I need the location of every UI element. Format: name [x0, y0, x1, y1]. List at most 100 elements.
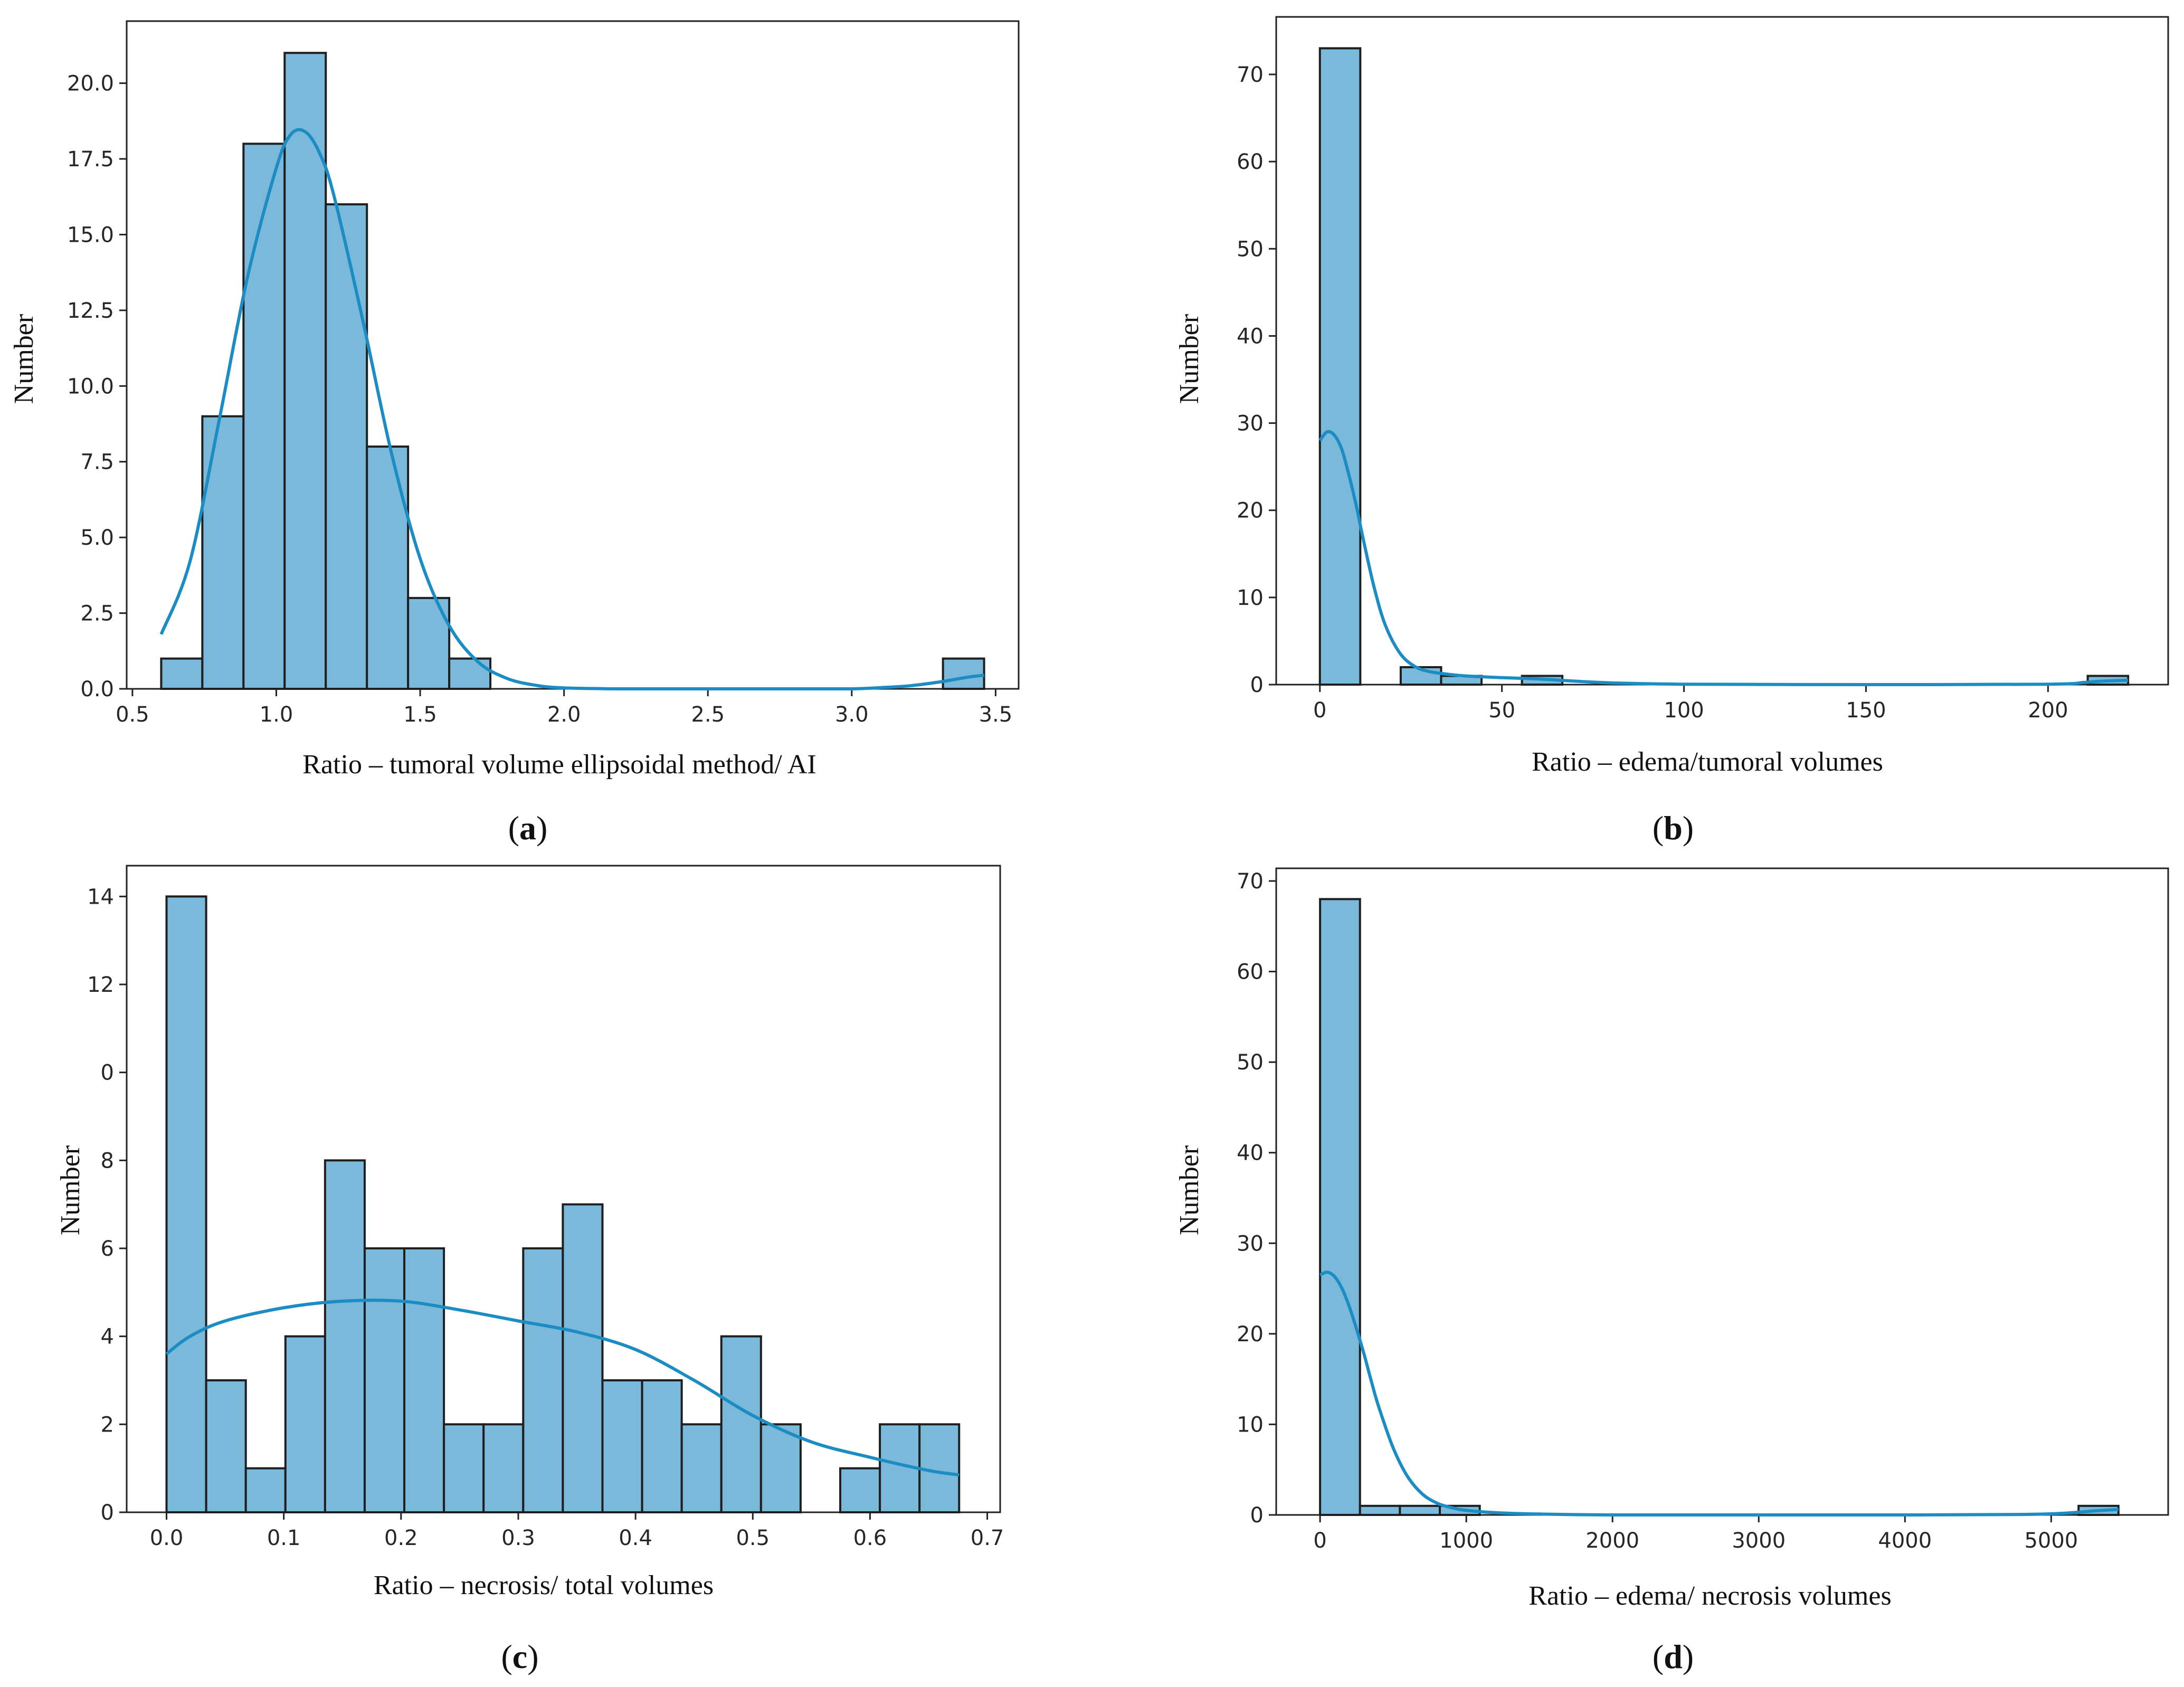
panel-d-ytick-label: 10	[1237, 1413, 1264, 1437]
panel-a-ytick-label: 12.5	[67, 299, 114, 323]
panel-d-xlabel: Ratio – edema/ necrosis volumes	[1528, 1581, 1891, 1611]
panel-d-xtick-label: 2000	[1585, 1529, 1639, 1553]
panel-a: 0.0 2.5 5.0 7.5 10.0 12.5 15.0 17.5 20.0 0.5 1.0 1…	[9, 20, 1020, 847]
panel-d-bar	[1319, 898, 1361, 1516]
panel-c-ytick-label: 0	[101, 1061, 114, 1085]
panel-c-bar	[205, 1379, 247, 1513]
panel-b-kde-curve	[1318, 430, 2129, 687]
panel-b-xtick-label: 50	[1488, 698, 1515, 723]
panel-c-xtick-label: 0.6	[853, 1526, 887, 1550]
panel-a-ylabel: Number	[9, 314, 39, 404]
panel-a-ytick-label: 15.0	[67, 223, 114, 247]
panel-c-xtick-label: 0.1	[267, 1526, 301, 1550]
panel-d-xtick-label: 0	[1313, 1529, 1326, 1553]
panel-d-xtick-label: 3000	[1732, 1529, 1786, 1553]
panel-a-xtick-label: 3.0	[835, 703, 869, 727]
panel-b-ytick-label: 0	[1250, 673, 1264, 697]
panel-c-ytick-label: 14	[87, 885, 114, 909]
panel-c-ytick-label: 2	[101, 1413, 114, 1437]
panel-c-ytick-label: 8	[101, 1149, 114, 1173]
panel-b-ytick-label: 20	[1237, 499, 1264, 523]
panel-a-ytick-label: 0.0	[80, 677, 114, 702]
panel-c-bar	[363, 1247, 406, 1513]
panel-b-ytick-label: 30	[1237, 412, 1264, 436]
panel-c-xlabel: Ratio – necrosis/ total volumes	[374, 1570, 714, 1600]
panel-a-xtick-label: 2.5	[691, 703, 725, 727]
panel-d-ytick-label: 50	[1237, 1050, 1264, 1075]
panel-b-y-ticks: 0 10 20 30 40 50 60 70	[1237, 63, 1276, 697]
panel-c-ytick-label: 12	[87, 973, 114, 997]
panel-a-bar	[283, 52, 327, 690]
panel-a-bar	[201, 415, 245, 690]
panel-b-bars	[1318, 47, 2130, 686]
panel-c-bar	[680, 1423, 723, 1513]
panel-c-xtick-label: 0.2	[384, 1526, 418, 1550]
panel-b-ytick-label: 60	[1237, 150, 1264, 174]
panel-a-x-ticks: 0.5 1.0 1.5 2.0 2.5 3.0 3.5	[116, 689, 1012, 727]
panel-a-xtick-label: 1.5	[403, 703, 437, 727]
panel-d-y-ticks: 0 10 20 30 40 50 60 70	[1237, 869, 1276, 1528]
panel-b-caption: (b)	[1653, 809, 1694, 847]
panel-b-xlabel: Ratio – edema/tumoral volumes	[1532, 747, 1883, 777]
panel-c-bar	[244, 1467, 287, 1514]
panel-a-bar	[160, 657, 204, 690]
panel-c-bar	[443, 1423, 485, 1513]
panel-b-ytick-label: 70	[1237, 63, 1264, 87]
panel-c-bar	[720, 1335, 762, 1514]
panel-c-bar	[562, 1203, 604, 1514]
panel-c-bar	[403, 1247, 445, 1513]
panel-a-ytick-label: 17.5	[67, 147, 114, 172]
panel-c-caption: (c)	[501, 1638, 538, 1675]
panel-c-kde-curve	[165, 1299, 960, 1477]
panel-a-ytick-label: 5.0	[80, 526, 114, 550]
panel-c: 0 2 4 6 8 0 12 14 0.0 0.1 0.2 0.3 0.4 0.5 0.6 0.7 Numb…	[55, 865, 1004, 1675]
panel-d-ytick-label: 0	[1250, 1503, 1264, 1528]
panel-a-bar	[325, 203, 368, 690]
panel-c-x-ticks: 0.0 0.1 0.2 0.3 0.4 0.5 0.6 0.7	[150, 1512, 1004, 1550]
panel-b-ytick-label: 10	[1237, 586, 1264, 610]
panel-d-x-ticks: 0 1000 2000 3000 4000 5000	[1313, 1515, 2078, 1553]
panel-c-bar	[324, 1159, 366, 1513]
panel-c-bar	[482, 1423, 525, 1513]
panel-d-ytick-label: 70	[1237, 869, 1264, 894]
panel-b-xtick-label: 200	[2028, 698, 2068, 723]
panel-a-kde-curve	[159, 128, 984, 691]
panel-c-ytick-label: 0	[101, 1501, 114, 1525]
panel-d-ytick-label: 30	[1237, 1231, 1264, 1256]
panel-a-ytick-label: 10.0	[67, 374, 114, 399]
panel-d-bar	[1359, 1504, 1401, 1516]
panel-b-xtick-label: 0	[1313, 698, 1326, 723]
panel-b-bar	[1399, 666, 1442, 686]
panel-d-xtick-label: 4000	[1878, 1529, 1932, 1553]
panel-c-y-ticks: 0 2 4 6 8 0 12 14	[87, 885, 127, 1525]
panel-a-y-ticks: 0.0 2.5 5.0 7.5 10.0 12.5 15.0 17.5 20.0	[67, 72, 127, 702]
panel-d-ytick-label: 20	[1237, 1322, 1264, 1347]
panel-c-ytick-label: 6	[101, 1237, 114, 1261]
panel-c-xtick-label: 0.5	[736, 1526, 770, 1550]
panel-c-xtick-label: 0.0	[150, 1526, 184, 1550]
panel-a-bar	[448, 657, 492, 690]
panel-b-bar	[1318, 47, 1362, 686]
panel-a-caption: (a)	[508, 809, 548, 847]
panel-c-bar	[601, 1379, 643, 1513]
panel-c-xtick-label: 0.7	[971, 1526, 1004, 1550]
panel-d-caption: (d)	[1653, 1638, 1694, 1675]
panel-c-bar	[918, 1423, 961, 1513]
panel-d: 0 10 20 30 40 50 60 70 0 1000 2000 3000 4000 5000 Nu…	[1174, 867, 2169, 1675]
panel-d-ytick-label: 60	[1237, 960, 1264, 984]
panel-a-xlabel: Ratio – tumoral volume ellipsoidal metho…	[302, 750, 816, 780]
panel-b-ytick-label: 50	[1237, 237, 1264, 261]
panel-c-ytick-label: 4	[101, 1325, 114, 1349]
panel-d-ylabel: Number	[1174, 1145, 1204, 1235]
panel-a-xtick-label: 2.0	[547, 703, 581, 727]
panel-a-bar	[242, 143, 286, 690]
panel-a-xtick-label: 3.5	[979, 703, 1013, 727]
panel-c-bar	[641, 1379, 683, 1513]
panel-c-bars	[165, 895, 961, 1514]
panel-c-xtick-label: 0.3	[501, 1526, 535, 1550]
panel-b: 0 10 20 30 40 50 60 70 0 50 100 150 200 Number Rati…	[1174, 16, 2169, 847]
panel-d-bar	[1399, 1504, 1441, 1516]
panel-d-ytick-label: 40	[1237, 1141, 1264, 1165]
panel-d-xtick-label: 1000	[1439, 1529, 1493, 1553]
